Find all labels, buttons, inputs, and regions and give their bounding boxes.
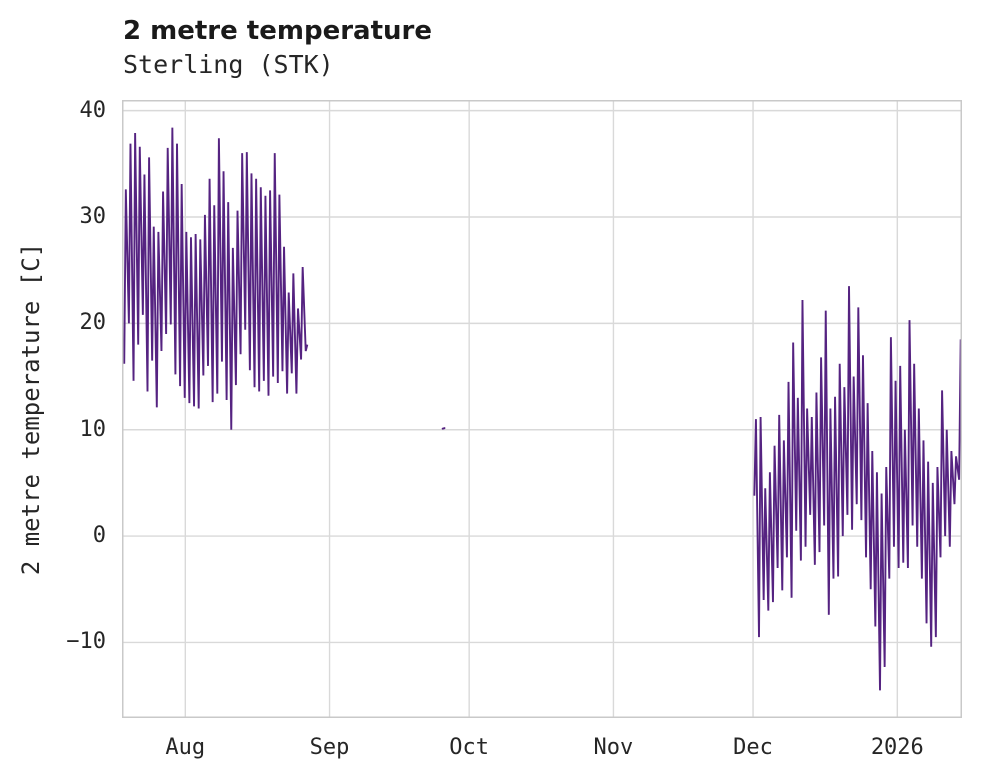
y-tick-label: 0 (92, 523, 106, 549)
chart-subtitle: Sterling (STK) (123, 50, 334, 79)
series-segment-summer-period (123, 127, 309, 430)
y-tick-label: 20 (79, 310, 107, 336)
y-tick-label: 40 (79, 97, 107, 123)
y-tick-label: 30 (79, 204, 107, 229)
y-tick-label: 10 (79, 416, 107, 442)
plot-area (122, 100, 962, 718)
x-tick-label: 2026 (870, 735, 924, 760)
temperature-line-chart (122, 100, 962, 718)
x-tick-label: Oct (449, 735, 490, 760)
series-segment-isolated-observation (441, 427, 446, 430)
y-tick-label: −10 (66, 629, 106, 655)
x-tick-label: Aug (165, 735, 206, 760)
x-tick-label: Sep (309, 735, 350, 760)
series-segment-winter-period (753, 286, 962, 691)
x-tick-label: Nov (593, 735, 634, 760)
x-tick-label: Dec (733, 735, 773, 760)
chart-title: 2 metre temperature (123, 16, 432, 46)
